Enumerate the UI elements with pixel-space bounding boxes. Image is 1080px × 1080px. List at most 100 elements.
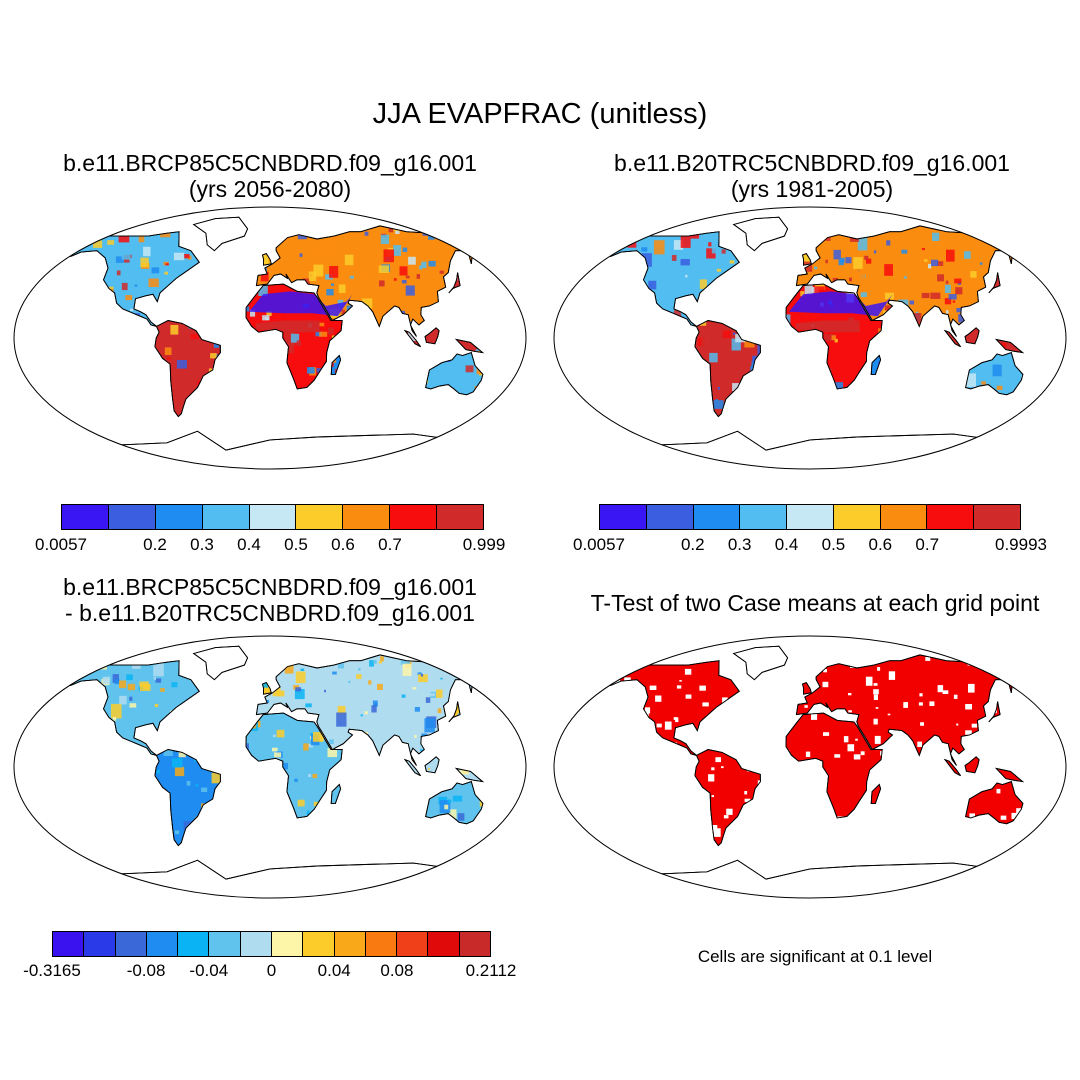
grid-cell [972,398,976,401]
grid-cell [551,847,556,852]
landmass-antarctica [599,859,1021,898]
grid-cell [420,673,424,677]
grid-cell [918,400,926,406]
grid-cell [290,835,295,840]
grid-cell [755,763,760,767]
grid-cell [60,836,65,839]
grid-cell [206,317,209,320]
grid-cell [123,776,130,783]
grid-cell [935,393,938,396]
grid-cell [18,706,29,714]
grid-cell [729,667,734,674]
grid-cell [136,341,144,351]
grid-cell [255,721,261,728]
grid-cell [874,735,881,744]
grid-cell [945,280,949,284]
grid-cell [884,292,894,300]
grid-cell [774,271,778,274]
grid-cell [1051,704,1053,707]
grid-cell [802,413,808,417]
grid-cell [361,391,367,399]
grid-cell [564,751,569,755]
grid-cell [23,845,28,850]
grid-cell [365,323,369,327]
grid-cell [421,733,428,738]
grid-cell [896,405,904,414]
grid-cell [1046,321,1051,327]
grid-cell [982,820,985,824]
grid-cell [107,240,115,245]
grid-cell [401,801,410,812]
grid-cell [10,788,17,797]
grid-cell [505,759,508,762]
grid-cell [799,363,804,367]
grid-cell [34,320,45,333]
grid-cell [631,410,637,414]
grid-cell [1065,297,1069,300]
grid-cell [595,731,601,737]
grid-cell [408,780,419,787]
grid-cell [877,667,881,671]
grid-cell [35,262,45,274]
coastline-australia [425,781,484,825]
grid-cell [272,687,281,697]
grid-cell [570,240,580,249]
grid-cell [507,238,513,244]
grid-cell [726,730,731,734]
grid-cell [917,382,927,389]
grid-cell [597,288,601,293]
grid-cell [760,770,765,774]
grid-cell [95,805,106,818]
grid-cell [748,282,756,288]
grid-cell [380,753,385,757]
colorbar-tick-label: 0.0057 [35,535,87,554]
grid-cell [1011,812,1018,820]
grid-cell [701,655,706,660]
grid-cell [1053,336,1060,343]
grid-cell [812,825,816,830]
grid-cell [282,762,288,770]
grid-cell [1021,250,1026,258]
grid-cell [723,238,731,248]
grid-cell [379,280,385,287]
grid-cell [489,783,496,789]
grid-cell [875,374,884,383]
grid-cell [1041,788,1047,792]
grid-cell [709,352,718,363]
grid-cell [961,283,964,286]
grid-cell [783,759,790,765]
grid-cell [490,813,501,823]
grid-cell [336,712,347,727]
map-border [13,635,527,899]
grid-cell [340,774,350,786]
coastline-eurasia [795,654,1026,766]
map-border [553,635,1067,899]
grid-cell [873,689,879,695]
grid-cell [437,708,442,714]
grid-cell [66,828,72,836]
grid-cell [43,293,46,295]
grid-cell [825,236,831,241]
grid-cell [258,356,267,366]
grid-cell [356,674,362,679]
grid-cell [915,343,923,349]
grid-cell [620,230,628,241]
grid-cell [402,663,412,676]
grid-cell [116,270,121,276]
grid-cell [1026,258,1034,266]
grid-cell [685,274,688,278]
grid-cell [986,755,992,759]
colorbar-tick-label: 0 [266,961,277,980]
grid-cell [360,403,365,408]
grid-cell [648,280,657,290]
grid-cell [712,330,724,343]
grid-cell [102,676,110,684]
grid-cell [148,278,159,287]
grid-cell [360,766,372,774]
grid-cell [595,761,597,764]
grid-cell [192,696,198,701]
grid-cell [121,282,128,291]
grid-cell [857,373,868,383]
grid-cell [931,259,939,267]
grid-cell [430,784,435,788]
